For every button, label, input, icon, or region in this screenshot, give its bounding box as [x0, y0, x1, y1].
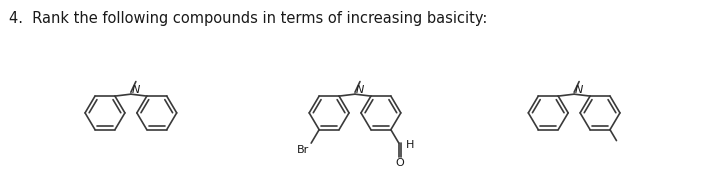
Text: N: N — [132, 85, 140, 95]
Text: O: O — [396, 158, 404, 168]
Text: 4.  Rank the following compounds in terms of increasing basicity:: 4. Rank the following compounds in terms… — [9, 11, 488, 26]
Text: Br: Br — [297, 145, 309, 155]
Text: H: H — [406, 140, 414, 150]
Text: N: N — [356, 85, 364, 95]
Text: N: N — [575, 85, 584, 95]
